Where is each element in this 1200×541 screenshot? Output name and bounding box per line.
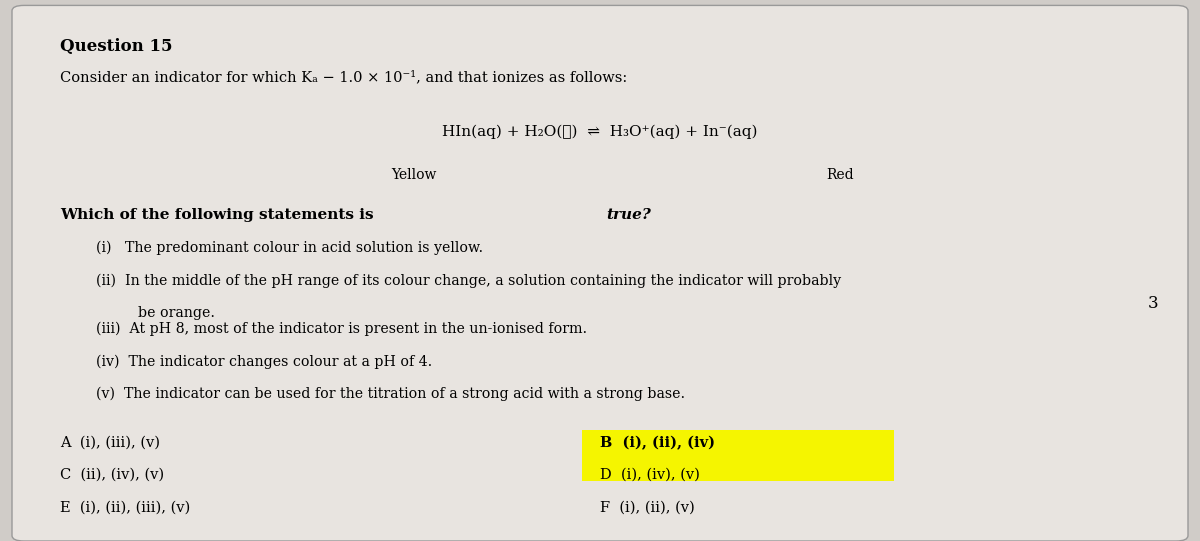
Text: Question 15: Question 15	[60, 38, 173, 55]
FancyBboxPatch shape	[12, 5, 1188, 541]
Text: E  (i), (ii), (iii), (v): E (i), (ii), (iii), (v)	[60, 500, 191, 514]
Text: Yellow: Yellow	[391, 168, 437, 182]
Text: Consider an indicator for which Kₐ − 1.0 × 10⁻¹, and that ionizes as follows:: Consider an indicator for which Kₐ − 1.0…	[60, 70, 628, 84]
Text: (i)   The predominant colour in acid solution is yellow.: (i) The predominant colour in acid solut…	[96, 241, 484, 255]
Text: (ii)  In the middle of the pH range of its colour change, a solution containing : (ii) In the middle of the pH range of it…	[96, 273, 841, 288]
Text: HIn(aq) + H₂O(ℓ)  ⇌  H₃O⁺(aq) + In⁻(aq): HIn(aq) + H₂O(ℓ) ⇌ H₃O⁺(aq) + In⁻(aq)	[443, 124, 757, 139]
Text: true?: true?	[606, 208, 650, 222]
Text: Red: Red	[826, 168, 854, 182]
Text: (v)  The indicator can be used for the titration of a strong acid with a strong : (v) The indicator can be used for the ti…	[96, 387, 685, 401]
Text: be orange.: be orange.	[138, 306, 215, 320]
Text: 3: 3	[1147, 295, 1158, 312]
Text: C  (ii), (iv), (v): C (ii), (iv), (v)	[60, 468, 164, 482]
Text: D  (i), (iv), (v): D (i), (iv), (v)	[600, 468, 700, 482]
Text: (iv)  The indicator changes colour at a pH of 4.: (iv) The indicator changes colour at a p…	[96, 354, 432, 369]
Text: B  (i), (ii), (iv): B (i), (ii), (iv)	[600, 436, 715, 450]
Text: Which of the following statements is: Which of the following statements is	[60, 208, 379, 222]
FancyBboxPatch shape	[582, 430, 894, 481]
Text: A  (i), (iii), (v): A (i), (iii), (v)	[60, 436, 160, 450]
Text: (iii)  At pH 8, most of the indicator is present in the un-ionised form.: (iii) At pH 8, most of the indicator is …	[96, 322, 587, 337]
Text: F  (i), (ii), (v): F (i), (ii), (v)	[600, 500, 695, 514]
